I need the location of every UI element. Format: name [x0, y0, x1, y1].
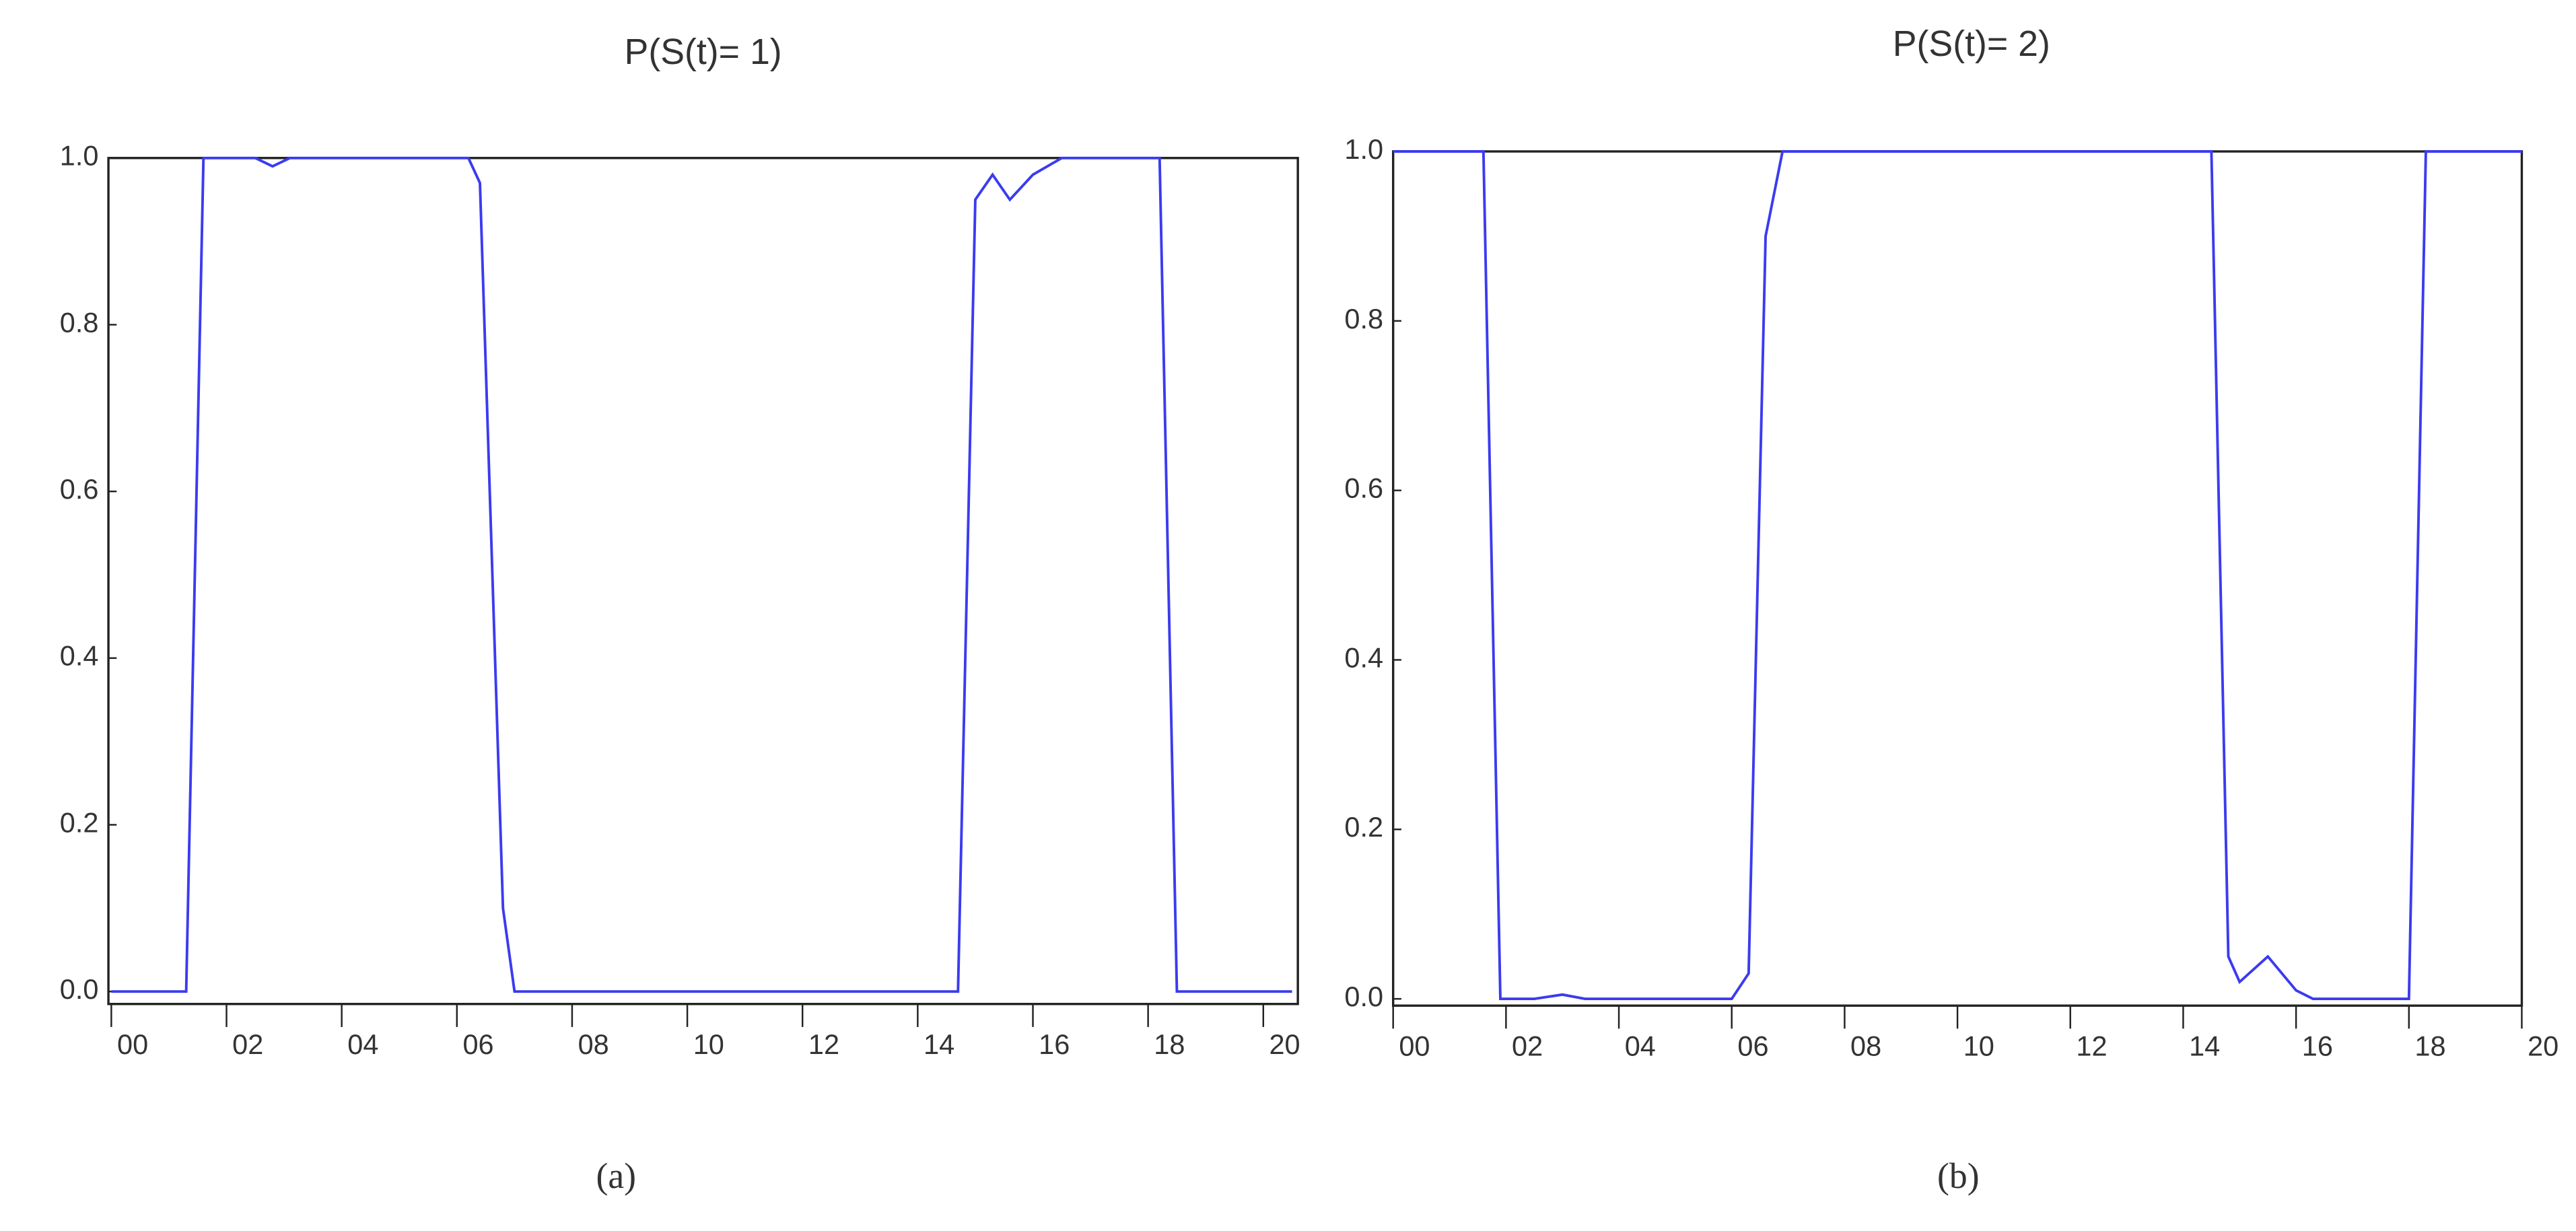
- x-tick-label: 20: [1269, 1028, 1300, 1060]
- x-tick-label: 00: [1399, 1030, 1430, 1062]
- y-tick-label: 1.0: [1344, 133, 1383, 165]
- chart-title: P(S(t)= 1): [625, 32, 782, 72]
- x-tick-label: 08: [578, 1028, 609, 1060]
- x-tick-label: 18: [1154, 1028, 1185, 1060]
- y-tick-label: 0.6: [60, 473, 99, 505]
- plot-frame: [1391, 150, 2523, 1007]
- x-tick-label: 12: [2076, 1030, 2107, 1062]
- x-tick-label: 04: [347, 1028, 378, 1060]
- y-tick-label: 0.2: [60, 806, 99, 838]
- y-tick-label: 0.2: [1344, 811, 1383, 843]
- x-tick-label: 12: [808, 1028, 839, 1060]
- x-tick-label: 04: [1625, 1030, 1656, 1062]
- x-tick-label: 18: [2414, 1030, 2445, 1062]
- data-line: [1393, 150, 2522, 1001]
- y-tick-label: 0.0: [1344, 981, 1383, 1012]
- x-tick-label: 20: [2528, 1030, 2558, 1062]
- data-line: [111, 156, 1292, 993]
- x-tick-label: 14: [2189, 1030, 2220, 1062]
- x-tick-label: 16: [1039, 1028, 1070, 1060]
- x-tick-label: 10: [1963, 1030, 1994, 1062]
- y-tick-label: 0.8: [1344, 303, 1383, 335]
- x-tick-label: 00: [117, 1028, 148, 1060]
- y-tick-label: 1.0: [60, 140, 99, 172]
- caption: (a): [596, 1156, 636, 1196]
- x-tick-label: 16: [2302, 1030, 2333, 1062]
- y-tick-label: 0.0: [60, 973, 99, 1005]
- x-tick-label: 06: [1737, 1030, 1768, 1062]
- x-tick-label: 02: [1512, 1030, 1543, 1062]
- caption: (b): [1937, 1156, 1980, 1196]
- x-tick-label: 06: [462, 1028, 493, 1060]
- y-tick-label: 0.8: [60, 306, 99, 338]
- chart-title: P(S(t)= 2): [1893, 24, 2050, 64]
- y-tick-label: 0.4: [60, 640, 99, 672]
- x-tick-label: 02: [232, 1028, 263, 1060]
- plot-frame: [107, 157, 1299, 1006]
- x-tick-label: 08: [1850, 1030, 1881, 1062]
- x-tick-label: 14: [924, 1028, 954, 1060]
- x-tick-label: 10: [693, 1028, 724, 1060]
- y-tick-label: 0.6: [1344, 472, 1383, 504]
- y-tick-label: 0.4: [1344, 641, 1383, 673]
